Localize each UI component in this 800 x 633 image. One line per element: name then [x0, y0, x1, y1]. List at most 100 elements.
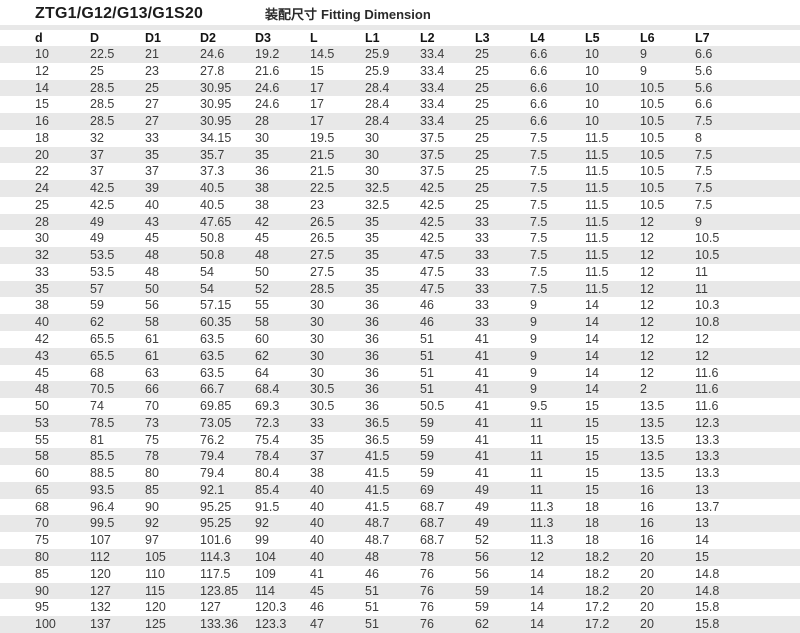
table-cell: 17 — [310, 114, 324, 129]
table-row: 58 85.5 78 79.4 78.4 37 41.5 59 41 11 15 13.5 13.3 — [0, 448, 800, 466]
table-cell: 25 — [475, 63, 489, 78]
table-cell-filler — [750, 163, 800, 180]
table-cell: 46 — [420, 298, 434, 313]
table-cell: 41 — [475, 365, 489, 380]
table-cell: 10.5 — [640, 114, 665, 129]
table-cell: 51 — [365, 600, 379, 615]
table-cell: 69.3 — [255, 399, 280, 414]
table-cell: 127 — [200, 600, 221, 615]
table-cell: 99 — [255, 533, 269, 548]
table-cell-filler — [750, 180, 800, 197]
table-cell: 25 — [475, 197, 489, 212]
table-cell: 14 — [530, 583, 544, 598]
column-header-D2: D2 — [200, 30, 255, 46]
table-cell: 27 — [145, 97, 159, 112]
table-cell: 15.8 — [695, 617, 720, 632]
table-cell: 123.85 — [200, 583, 239, 598]
table-cell: 12 — [640, 298, 654, 313]
table-cell: 20 — [640, 600, 654, 615]
table-cell: 25 — [35, 197, 49, 212]
table-cell: 75.4 — [255, 432, 280, 447]
table-cell: 61 — [145, 348, 159, 363]
table-cell: 13.5 — [640, 449, 665, 464]
table-cell: 56 — [475, 566, 489, 581]
table-cell: 28.4 — [365, 80, 390, 95]
table-cell: 25 — [90, 63, 104, 78]
table-cell: 40.5 — [200, 181, 225, 196]
table-cell-filler — [750, 482, 800, 499]
table-cell: 13.7 — [695, 499, 720, 514]
table-cell: 9 — [530, 332, 537, 347]
table-cell: 30 — [310, 315, 324, 330]
table-cell: 81 — [90, 432, 104, 447]
table-cell: 42.5 — [90, 181, 115, 196]
table-cell: 51 — [365, 583, 379, 598]
table-cell: 9 — [530, 382, 537, 397]
table-cell: 10 — [35, 47, 49, 61]
table-cell: 33.4 — [420, 63, 445, 78]
table-cell-filler — [750, 381, 800, 398]
table-cell: 12 — [35, 63, 49, 78]
table-row: 70 99.5 92 95.25 92 40 48.7 68.7 49 11.3 18 16 13 — [0, 515, 800, 533]
table-cell: 16 — [640, 499, 654, 514]
table-cell: 125 — [145, 617, 166, 632]
table-cell: 6.6 — [530, 80, 548, 95]
table-cell: 114 — [255, 583, 275, 598]
table-cell: 11 — [695, 281, 708, 296]
table-cell-filler — [750, 415, 800, 432]
table-cell: 11.5 — [585, 248, 609, 263]
table-cell: 32 — [90, 130, 104, 145]
table-cell: 30 — [310, 348, 324, 363]
table-cell: 37.5 — [420, 147, 445, 162]
table-cell: 10.5 — [640, 80, 665, 95]
column-header-D: D — [90, 30, 145, 46]
column-header-L1: L1 — [365, 30, 420, 46]
table-cell: 10.5 — [640, 130, 665, 145]
table-cell: 120.3 — [255, 600, 287, 615]
page-subtitle: 装配尺寸 Fitting Dimension — [265, 4, 431, 23]
table-cell: 11.5 — [585, 130, 609, 145]
table-cell: 18.2 — [585, 549, 610, 564]
table-cell: 37.3 — [200, 164, 225, 179]
table-cell: 9 — [640, 47, 647, 61]
table-cell: 63.5 — [200, 348, 225, 363]
table-cell: 30 — [365, 147, 379, 162]
table-cell: 13.5 — [640, 466, 665, 481]
table-cell: 15.8 — [695, 600, 720, 615]
table-cell: 65.5 — [90, 332, 115, 347]
table-cell: 63.5 — [200, 332, 225, 347]
table-cell: 15 — [310, 63, 324, 78]
table-cell: 41.5 — [365, 449, 390, 464]
table-cell-filler — [750, 80, 800, 97]
title-bar: ZTG1/G12/G13/G1S20 装配尺寸 Fitting Dimension — [0, 0, 800, 23]
table-cell: 57 — [90, 281, 104, 296]
table-cell: 7.5 — [530, 130, 548, 145]
table-cell: 41.5 — [365, 466, 390, 481]
table-row: 100 137 125 133.36 123.3 47 51 76 62 14 17.2 20 15.8 — [0, 616, 800, 633]
table-cell: 30.95 — [200, 97, 232, 112]
table-cell: 12 — [640, 315, 654, 330]
table-cell-filler — [750, 96, 800, 113]
table-cell: 13.3 — [695, 432, 720, 447]
table-cell: 58 — [145, 315, 159, 330]
table-cell: 60 — [255, 332, 269, 347]
table-cell: 35 — [255, 147, 269, 162]
table-cell: 36.5 — [365, 432, 390, 447]
table-cell: 48 — [145, 264, 159, 279]
table-cell: 13.5 — [640, 415, 665, 430]
table-cell-filler — [750, 583, 800, 600]
table-cell-filler — [750, 113, 800, 130]
table-cell: 109 — [255, 566, 276, 581]
table-cell-filler — [750, 499, 800, 516]
table-cell: 60.35 — [200, 315, 232, 330]
table-cell: 41.5 — [365, 499, 390, 514]
table-cell: 15 — [35, 97, 49, 112]
table-cell: 32.5 — [365, 197, 390, 212]
table-cell: 78.5 — [90, 415, 115, 430]
table-cell: 58 — [255, 315, 269, 330]
table-cell: 7.5 — [530, 231, 548, 246]
table-cell: 80 — [145, 466, 159, 481]
table-cell: 107 — [90, 533, 111, 548]
column-header-D1: D1 — [145, 30, 200, 46]
